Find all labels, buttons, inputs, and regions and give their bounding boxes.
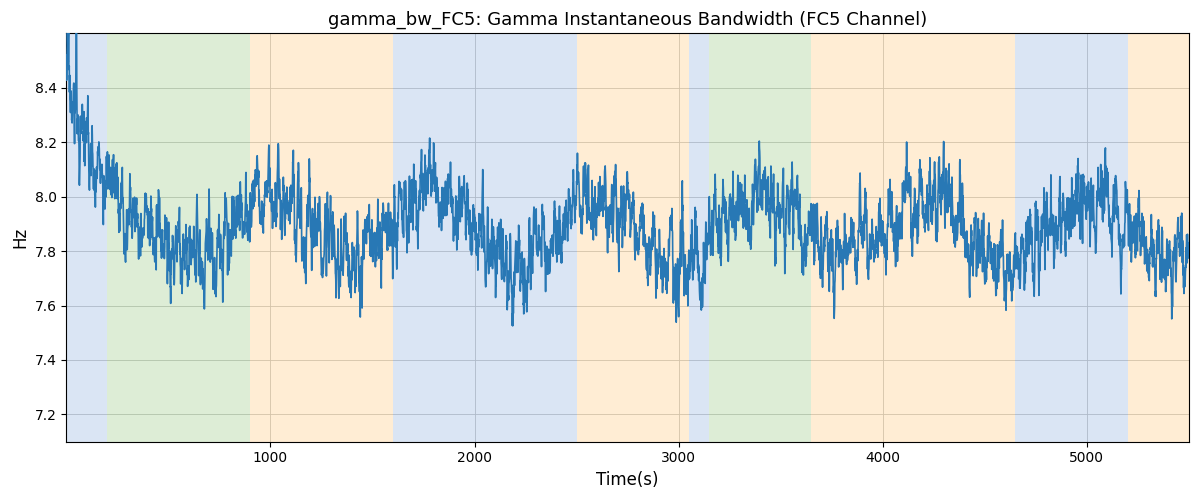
Bar — [577, 34, 689, 442]
Bar — [709, 34, 811, 442]
Bar — [66, 34, 107, 442]
Bar — [689, 34, 709, 442]
Bar — [1128, 34, 1189, 442]
Bar — [107, 34, 250, 442]
Title: gamma_bw_FC5: Gamma Instantaneous Bandwidth (FC5 Channel): gamma_bw_FC5: Gamma Instantaneous Bandwi… — [328, 11, 928, 30]
Bar — [811, 34, 1015, 442]
X-axis label: Time(s): Time(s) — [596, 471, 659, 489]
Y-axis label: Hz: Hz — [11, 227, 29, 248]
Bar — [392, 34, 577, 442]
Bar — [1015, 34, 1128, 442]
Bar — [250, 34, 392, 442]
